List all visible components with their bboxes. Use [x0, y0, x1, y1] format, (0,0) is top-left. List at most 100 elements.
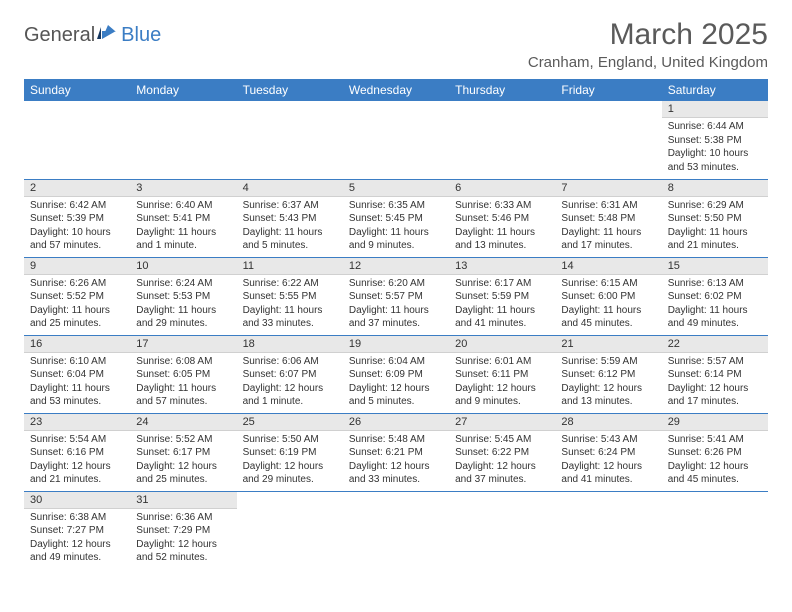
- calendar-day: 10Sunrise: 6:24 AMSunset: 5:53 PMDayligh…: [130, 257, 236, 335]
- calendar-day: 30Sunrise: 6:38 AMSunset: 7:27 PMDayligh…: [24, 491, 130, 569]
- calendar-table: SundayMondayTuesdayWednesdayThursdayFrid…: [24, 79, 768, 569]
- day-details: Sunrise: 6:37 AMSunset: 5:43 PMDaylight:…: [237, 197, 343, 257]
- day-number: 21: [555, 336, 661, 353]
- day-number: 17: [130, 336, 236, 353]
- daylight-line: Daylight: 11 hours and 33 minutes.: [243, 304, 337, 331]
- calendar-day: 14Sunrise: 6:15 AMSunset: 6:00 PMDayligh…: [555, 257, 661, 335]
- calendar-day-empty: [449, 101, 555, 179]
- sunset-line: Sunset: 6:12 PM: [561, 368, 655, 382]
- day-details: Sunrise: 6:22 AMSunset: 5:55 PMDaylight:…: [237, 275, 343, 335]
- day-details: Sunrise: 6:24 AMSunset: 5:53 PMDaylight:…: [130, 275, 236, 335]
- daylight-line: Daylight: 11 hours and 9 minutes.: [349, 226, 443, 253]
- calendar-day: 25Sunrise: 5:50 AMSunset: 6:19 PMDayligh…: [237, 413, 343, 491]
- calendar-day: 15Sunrise: 6:13 AMSunset: 6:02 PMDayligh…: [662, 257, 768, 335]
- daylight-line: Daylight: 12 hours and 5 minutes.: [349, 382, 443, 409]
- day-number: 27: [449, 414, 555, 431]
- calendar-day: 11Sunrise: 6:22 AMSunset: 5:55 PMDayligh…: [237, 257, 343, 335]
- sunset-line: Sunset: 5:39 PM: [30, 212, 124, 226]
- day-header: Tuesday: [237, 79, 343, 101]
- calendar-day: 31Sunrise: 6:36 AMSunset: 7:29 PMDayligh…: [130, 491, 236, 569]
- day-details: Sunrise: 5:41 AMSunset: 6:26 PMDaylight:…: [662, 431, 768, 491]
- sunset-line: Sunset: 6:11 PM: [455, 368, 549, 382]
- sunset-line: Sunset: 5:38 PM: [668, 134, 762, 148]
- calendar-week: 2Sunrise: 6:42 AMSunset: 5:39 PMDaylight…: [24, 179, 768, 257]
- day-number: 29: [662, 414, 768, 431]
- sunrise-line: Sunrise: 6:04 AM: [349, 355, 443, 369]
- sunset-line: Sunset: 6:26 PM: [668, 446, 762, 460]
- sunrise-line: Sunrise: 6:13 AM: [668, 277, 762, 291]
- sunrise-line: Sunrise: 5:43 AM: [561, 433, 655, 447]
- day-number: 11: [237, 258, 343, 275]
- sunset-line: Sunset: 7:29 PM: [136, 524, 230, 538]
- day-number: 3: [130, 180, 236, 197]
- sunrise-line: Sunrise: 6:17 AM: [455, 277, 549, 291]
- daylight-line: Daylight: 11 hours and 17 minutes.: [561, 226, 655, 253]
- sunset-line: Sunset: 5:50 PM: [668, 212, 762, 226]
- day-number: 25: [237, 414, 343, 431]
- day-details: Sunrise: 6:20 AMSunset: 5:57 PMDaylight:…: [343, 275, 449, 335]
- day-details: Sunrise: 6:13 AMSunset: 6:02 PMDaylight:…: [662, 275, 768, 335]
- day-number: 6: [449, 180, 555, 197]
- daylight-line: Daylight: 11 hours and 53 minutes.: [30, 382, 124, 409]
- calendar-day-empty: [555, 491, 661, 569]
- day-details: Sunrise: 6:40 AMSunset: 5:41 PMDaylight:…: [130, 197, 236, 257]
- logo-text-1: General: [24, 24, 95, 47]
- day-details: Sunrise: 6:44 AMSunset: 5:38 PMDaylight:…: [662, 118, 768, 178]
- day-number: 22: [662, 336, 768, 353]
- calendar-day: 23Sunrise: 5:54 AMSunset: 6:16 PMDayligh…: [24, 413, 130, 491]
- daylight-line: Daylight: 10 hours and 57 minutes.: [30, 226, 124, 253]
- sunrise-line: Sunrise: 6:08 AM: [136, 355, 230, 369]
- calendar-day: 4Sunrise: 6:37 AMSunset: 5:43 PMDaylight…: [237, 179, 343, 257]
- daylight-line: Daylight: 12 hours and 29 minutes.: [243, 460, 337, 487]
- sunrise-line: Sunrise: 6:24 AM: [136, 277, 230, 291]
- daylight-line: Daylight: 11 hours and 45 minutes.: [561, 304, 655, 331]
- sunset-line: Sunset: 6:22 PM: [455, 446, 549, 460]
- sunset-line: Sunset: 5:45 PM: [349, 212, 443, 226]
- day-details: Sunrise: 5:50 AMSunset: 6:19 PMDaylight:…: [237, 431, 343, 491]
- calendar-day: 28Sunrise: 5:43 AMSunset: 6:24 PMDayligh…: [555, 413, 661, 491]
- calendar-day-empty: [237, 491, 343, 569]
- daylight-line: Daylight: 11 hours and 37 minutes.: [349, 304, 443, 331]
- calendar-day: 2Sunrise: 6:42 AMSunset: 5:39 PMDaylight…: [24, 179, 130, 257]
- daylight-line: Daylight: 12 hours and 45 minutes.: [668, 460, 762, 487]
- day-number: 23: [24, 414, 130, 431]
- day-details: Sunrise: 5:57 AMSunset: 6:14 PMDaylight:…: [662, 353, 768, 413]
- sunrise-line: Sunrise: 6:37 AM: [243, 199, 337, 213]
- sunrise-line: Sunrise: 5:54 AM: [30, 433, 124, 447]
- daylight-line: Daylight: 11 hours and 5 minutes.: [243, 226, 337, 253]
- calendar-day: 8Sunrise: 6:29 AMSunset: 5:50 PMDaylight…: [662, 179, 768, 257]
- sunrise-line: Sunrise: 6:06 AM: [243, 355, 337, 369]
- day-details: Sunrise: 6:29 AMSunset: 5:50 PMDaylight:…: [662, 197, 768, 257]
- sunrise-line: Sunrise: 6:10 AM: [30, 355, 124, 369]
- daylight-line: Daylight: 12 hours and 41 minutes.: [561, 460, 655, 487]
- day-details: Sunrise: 6:15 AMSunset: 6:00 PMDaylight:…: [555, 275, 661, 335]
- day-number: 14: [555, 258, 661, 275]
- flag-icon: [97, 24, 119, 47]
- calendar-day-empty: [130, 101, 236, 179]
- sunrise-line: Sunrise: 6:38 AM: [30, 511, 124, 525]
- day-number: 26: [343, 414, 449, 431]
- sunrise-line: Sunrise: 6:42 AM: [30, 199, 124, 213]
- sunset-line: Sunset: 5:46 PM: [455, 212, 549, 226]
- sunset-line: Sunset: 6:04 PM: [30, 368, 124, 382]
- sunset-line: Sunset: 6:16 PM: [30, 446, 124, 460]
- day-header: Monday: [130, 79, 236, 101]
- calendar-day: 27Sunrise: 5:45 AMSunset: 6:22 PMDayligh…: [449, 413, 555, 491]
- day-details: Sunrise: 5:48 AMSunset: 6:21 PMDaylight:…: [343, 431, 449, 491]
- daylight-line: Daylight: 11 hours and 1 minute.: [136, 226, 230, 253]
- calendar-day-empty: [343, 101, 449, 179]
- day-details: Sunrise: 5:52 AMSunset: 6:17 PMDaylight:…: [130, 431, 236, 491]
- calendar-week: 1Sunrise: 6:44 AMSunset: 5:38 PMDaylight…: [24, 101, 768, 179]
- sunrise-line: Sunrise: 6:29 AM: [668, 199, 762, 213]
- calendar-day-empty: [343, 491, 449, 569]
- sunset-line: Sunset: 6:21 PM: [349, 446, 443, 460]
- day-details: Sunrise: 5:43 AMSunset: 6:24 PMDaylight:…: [555, 431, 661, 491]
- logo-text-2: Blue: [121, 24, 161, 47]
- sunrise-line: Sunrise: 5:50 AM: [243, 433, 337, 447]
- calendar-day: 1Sunrise: 6:44 AMSunset: 5:38 PMDaylight…: [662, 101, 768, 179]
- sunrise-line: Sunrise: 6:35 AM: [349, 199, 443, 213]
- sunset-line: Sunset: 6:07 PM: [243, 368, 337, 382]
- calendar-week: 16Sunrise: 6:10 AMSunset: 6:04 PMDayligh…: [24, 335, 768, 413]
- calendar-body: 1Sunrise: 6:44 AMSunset: 5:38 PMDaylight…: [24, 101, 768, 569]
- sunrise-line: Sunrise: 6:44 AM: [668, 120, 762, 134]
